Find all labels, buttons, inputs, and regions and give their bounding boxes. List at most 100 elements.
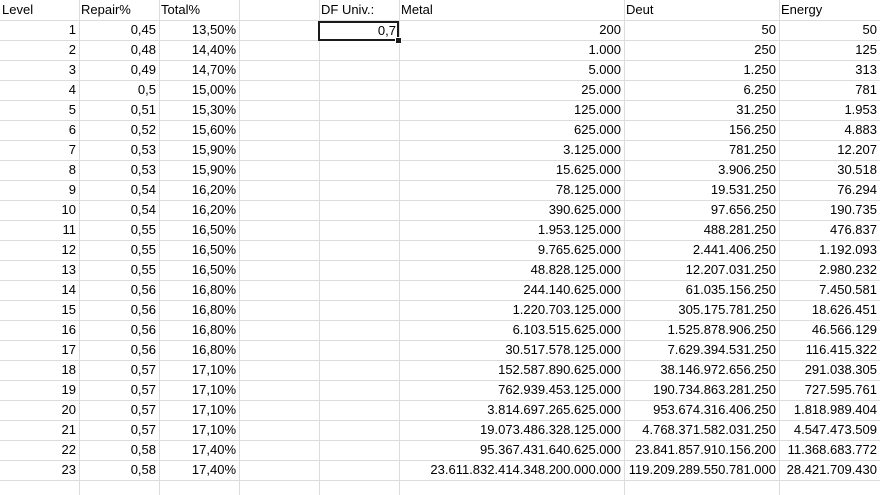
cell-repair[interactable]: 0,53 [130, 162, 156, 177]
cell-metal[interactable]: 48.828.125.000 [530, 262, 621, 277]
cell-metal[interactable]: 125.000 [574, 102, 621, 117]
cell-repair[interactable]: 0,56 [130, 302, 156, 317]
cell-level[interactable]: 21 [61, 422, 76, 437]
cell-level[interactable]: 18 [61, 362, 76, 377]
cell-total[interactable]: 17,10% [191, 422, 236, 437]
cell-metal[interactable]: 19.073.486.328.125.000 [480, 422, 621, 437]
cell-metal[interactable]: 390.625.000 [548, 202, 621, 217]
cell-deut[interactable]: 156.250 [729, 122, 776, 137]
cell-energy[interactable]: 1.818.989.404 [793, 402, 877, 417]
cell-repair[interactable]: 0,52 [130, 122, 156, 137]
cell-repair[interactable]: 0,54 [130, 182, 156, 197]
header-energy[interactable]: Energy [781, 2, 823, 17]
cell-deut[interactable]: 31.250 [736, 102, 776, 117]
cell-deut[interactable]: 38.146.972.656.250 [660, 362, 776, 377]
cell-level[interactable]: 2 [68, 42, 76, 57]
cell-energy[interactable]: 125 [855, 42, 877, 57]
cell-metal[interactable]: 762.939.453.125.000 [498, 382, 621, 397]
cell-metal[interactable]: 1.000 [588, 42, 621, 57]
cell-deut[interactable]: 19.531.250 [710, 182, 776, 197]
cell-level[interactable]: 13 [61, 262, 76, 277]
cell-metal[interactable]: 3.125.000 [563, 142, 621, 157]
cell-energy[interactable]: 781 [855, 82, 877, 97]
cell-repair[interactable]: 0,45 [130, 22, 156, 37]
cell-energy[interactable]: 50 [862, 22, 877, 37]
cell-energy[interactable]: 18.626.451 [811, 302, 877, 317]
cell-repair[interactable]: 0,57 [130, 422, 156, 437]
cell-level[interactable]: 1 [68, 22, 76, 37]
cell-energy[interactable]: 1.192.093 [819, 242, 877, 257]
cell-deut[interactable]: 97.656.250 [710, 202, 776, 217]
cell-level[interactable]: 6 [68, 122, 76, 137]
cell-repair[interactable]: 0,53 [130, 142, 156, 157]
header-df-univ[interactable]: DF Univ.: [321, 2, 375, 17]
cell-level[interactable]: 12 [61, 242, 76, 257]
cell-total[interactable]: 15,30% [191, 102, 236, 117]
cell-metal[interactable]: 78.125.000 [555, 182, 621, 197]
cell-deut[interactable]: 3.906.250 [718, 162, 776, 177]
cell-total[interactable]: 16,80% [191, 282, 236, 297]
cell-deut[interactable]: 23.841.857.910.156.200 [635, 442, 776, 457]
cell-level[interactable]: 4 [68, 82, 76, 97]
cell-metal[interactable]: 5.000 [588, 62, 621, 77]
cell-total[interactable]: 16,50% [191, 242, 236, 257]
cell-level[interactable]: 19 [61, 382, 76, 397]
cell-energy[interactable]: 116.415.322 [805, 342, 877, 357]
cell-total[interactable]: 14,70% [191, 62, 236, 77]
cell-total[interactable]: 17,40% [191, 462, 236, 477]
cell-metal[interactable]: 15.625.000 [555, 162, 621, 177]
cell-deut[interactable]: 1.525.878.906.250 [667, 322, 776, 337]
cell-repair[interactable]: 0,56 [130, 342, 156, 357]
cell-total[interactable]: 16,80% [191, 302, 236, 317]
cell-total[interactable]: 17,40% [191, 442, 236, 457]
cell-repair[interactable]: 0,48 [130, 42, 156, 57]
cell-energy[interactable]: 76.294 [837, 182, 877, 197]
cell-repair[interactable]: 0,54 [130, 202, 156, 217]
cell-total[interactable]: 17,10% [191, 402, 236, 417]
cell-energy[interactable]: 4.547.473.509 [793, 422, 877, 437]
cell-metal[interactable]: 244.140.625.000 [523, 282, 621, 297]
cell-level[interactable]: 7 [68, 142, 76, 157]
cell-deut[interactable]: 2.441.406.250 [692, 242, 776, 257]
cell-energy[interactable]: 476.837 [830, 222, 877, 237]
header-deut[interactable]: Deut [626, 2, 654, 17]
cell-deut[interactable]: 190.734.863.281.250 [653, 382, 776, 397]
cell-total[interactable]: 16,80% [191, 342, 236, 357]
cell-total[interactable]: 17,10% [191, 362, 236, 377]
cell-repair[interactable]: 0,56 [130, 322, 156, 337]
cell-level[interactable]: 10 [61, 202, 76, 217]
cell-metal[interactable]: 1.953.125.000 [537, 222, 621, 237]
cell-level[interactable]: 15 [61, 302, 76, 317]
cell-repair[interactable]: 0,58 [130, 462, 156, 477]
cell-deut[interactable]: 6.250 [743, 82, 776, 97]
cell-metal[interactable]: 1.220.703.125.000 [512, 302, 621, 317]
cell-level[interactable]: 8 [68, 162, 76, 177]
cell-deut[interactable]: 953.674.316.406.250 [653, 402, 776, 417]
cell-level[interactable]: 3 [68, 62, 76, 77]
cell-metal[interactable]: 3.814.697.265.625.000 [487, 402, 621, 417]
header-repair[interactable]: Repair% [81, 2, 131, 17]
cell-energy[interactable]: 1.953 [844, 102, 877, 117]
cell-metal[interactable]: 25.000 [581, 82, 621, 97]
cell-energy[interactable]: 190.735 [830, 202, 877, 217]
cell-level[interactable]: 16 [61, 322, 76, 337]
cell-total[interactable]: 16,50% [191, 222, 236, 237]
cell-level[interactable]: 14 [61, 282, 76, 297]
cell-repair[interactable]: 0,51 [130, 102, 156, 117]
cell-energy[interactable]: 11.368.683.772 [787, 442, 877, 457]
cell-repair[interactable]: 0,57 [130, 402, 156, 417]
cell-deut[interactable]: 1.250 [743, 62, 776, 77]
cell-repair[interactable]: 0,5 [137, 82, 156, 97]
cell-deut[interactable]: 7.629.394.531.250 [667, 342, 776, 357]
selected-cell-df-value[interactable] [318, 21, 399, 41]
cell-deut[interactable]: 305.175.781.250 [678, 302, 776, 317]
cell-repair[interactable]: 0,57 [130, 382, 156, 397]
cell-energy[interactable]: 313 [855, 62, 877, 77]
header-level[interactable]: Level [2, 2, 34, 17]
cell-level[interactable]: 11 [62, 222, 77, 237]
fill-handle[interactable] [395, 37, 402, 44]
cell-energy[interactable]: 46.566.129 [811, 322, 877, 337]
cell-total[interactable]: 13,50% [191, 22, 236, 37]
cell-deut[interactable]: 4.768.371.582.031.250 [642, 422, 776, 437]
cell-energy[interactable]: 28.421.709.430 [786, 462, 877, 477]
